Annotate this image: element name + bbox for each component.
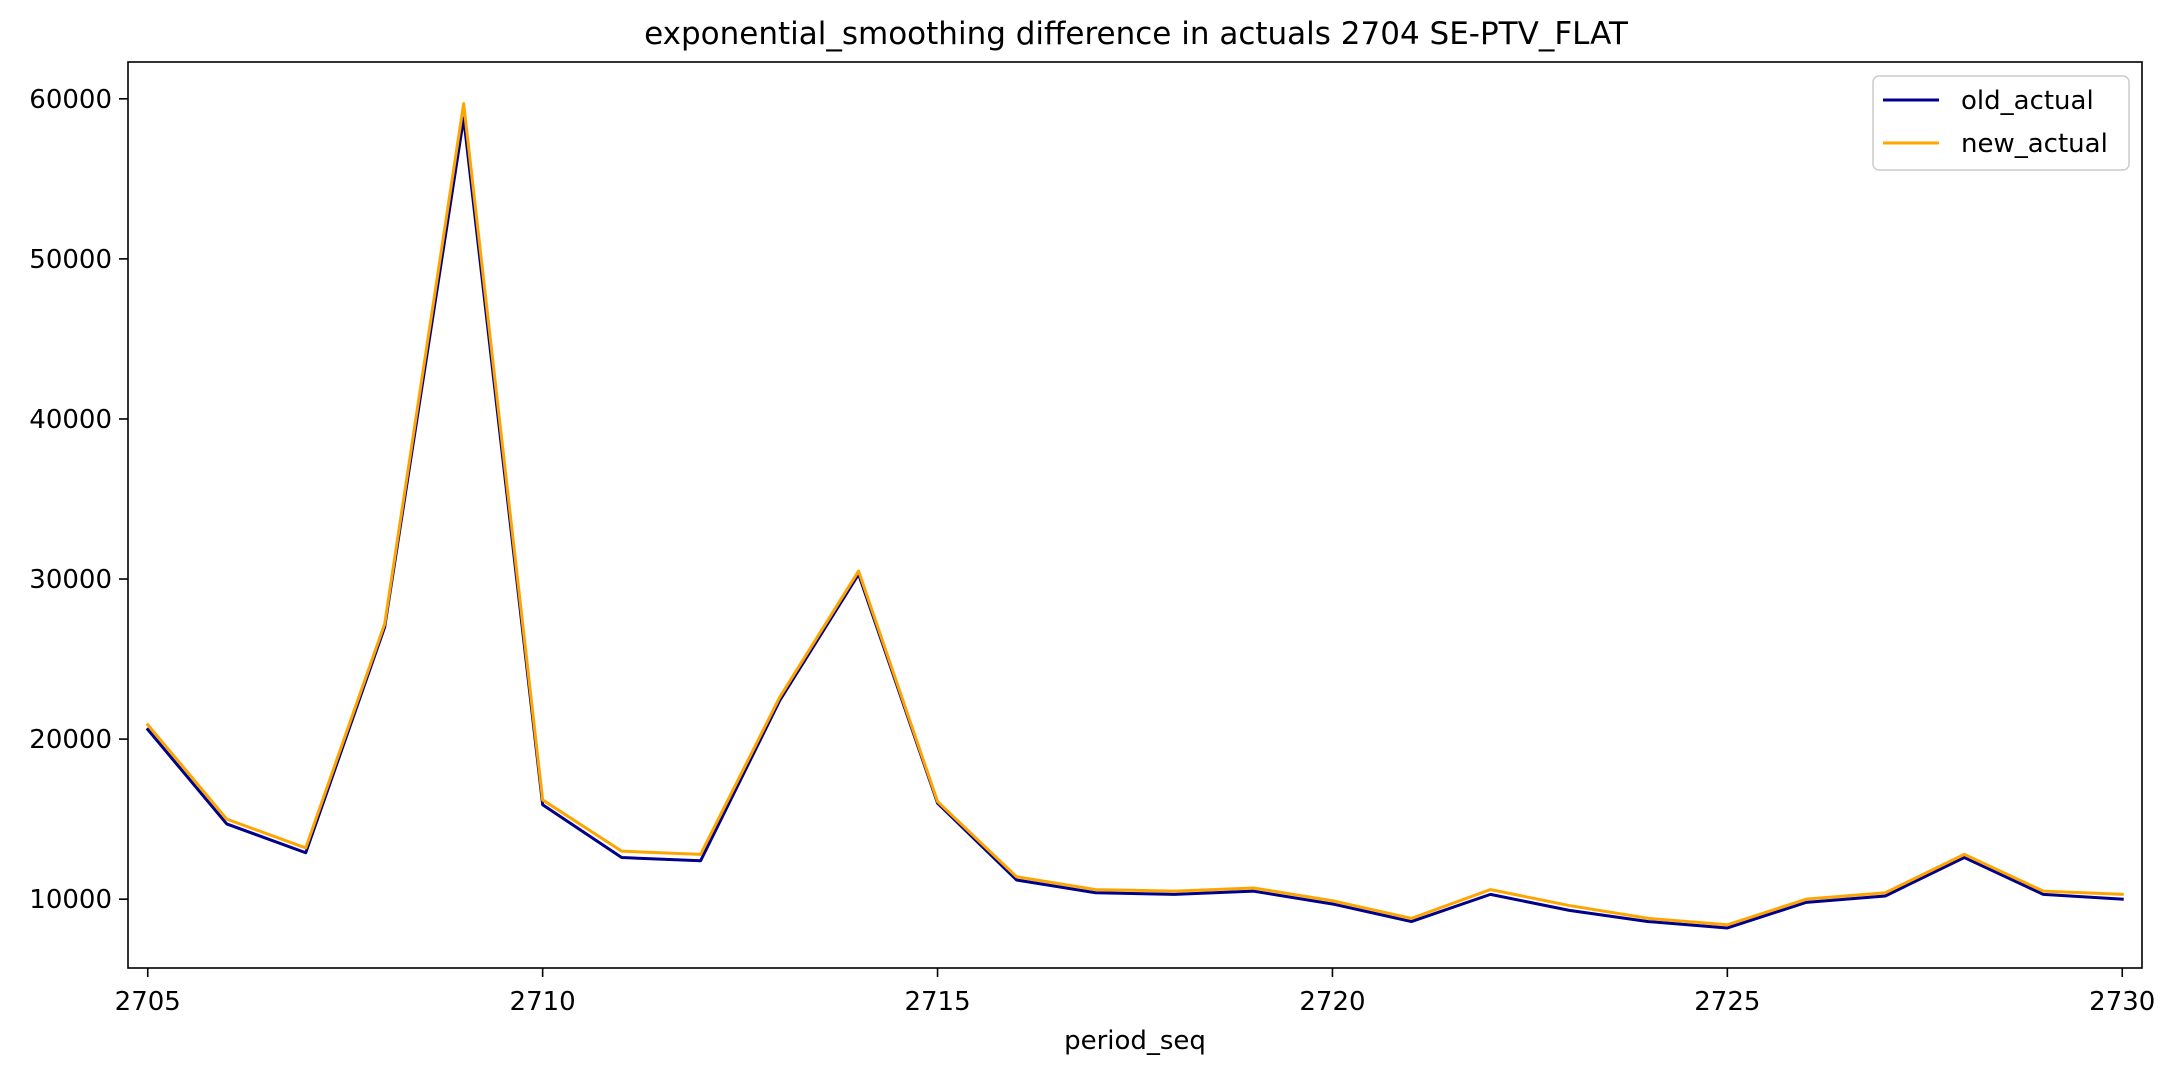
- x-tick-label: 2710: [510, 987, 576, 1017]
- x-tick-label: 2725: [1694, 987, 1760, 1017]
- x-tick-label: 2705: [115, 987, 181, 1017]
- x-tick-label: 2720: [1299, 987, 1365, 1017]
- y-tick-label: 50000: [29, 245, 112, 275]
- y-tick-label: 60000: [29, 85, 112, 115]
- chart-title: exponential_smoothing difference in actu…: [644, 16, 1629, 52]
- series-line-new-actual: [145, 102, 2124, 927]
- y-tick-label: 20000: [29, 725, 112, 755]
- x-axis-label: period_seq: [1064, 1026, 1206, 1056]
- y-tick-label: 40000: [29, 405, 112, 435]
- x-tick-label: 2730: [2089, 987, 2155, 1017]
- x-tick-label: 2715: [904, 987, 970, 1017]
- legend-label-new-actual: new_actual: [1961, 129, 2108, 159]
- x-axis: 2705 2710 2715 2720 2725 2730: [115, 968, 2155, 1017]
- legend: old_actual new_actual: [1872, 75, 2130, 171]
- y-tick-label: 30000: [29, 565, 112, 595]
- plot-area: [127, 61, 2143, 969]
- y-tick-label: 10000: [29, 885, 112, 915]
- legend-label-old-actual: old_actual: [1961, 86, 2094, 116]
- y-axis: 10000 20000 30000 40000 50000 60000: [29, 85, 128, 915]
- series-lines: [145, 102, 2124, 930]
